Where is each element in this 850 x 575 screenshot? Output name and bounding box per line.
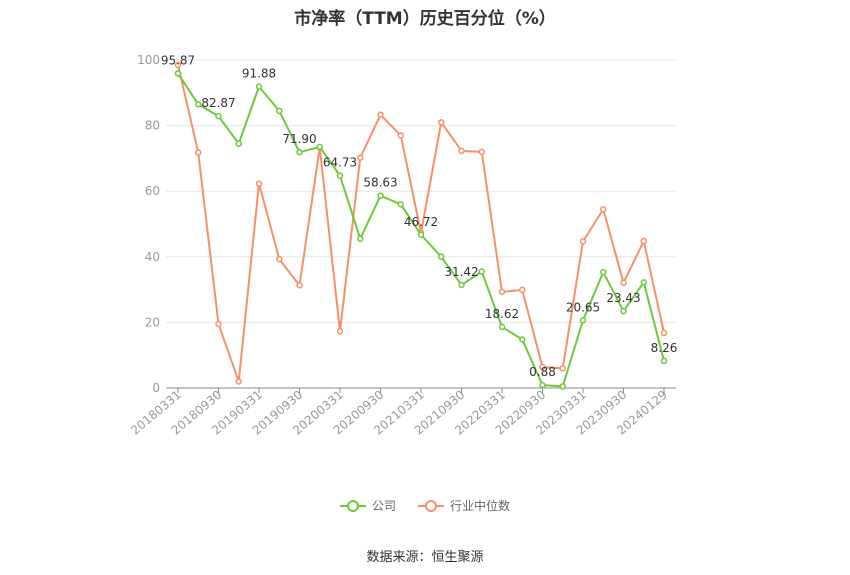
y-tick-label: 60 (145, 184, 160, 198)
legend: 公司 行业中位数 (0, 497, 850, 514)
industry-median-point (296, 282, 303, 289)
legend-item-industry-median[interactable]: 行业中位数 (418, 497, 510, 514)
industry-median-point (276, 255, 283, 263)
company-point (336, 172, 344, 179)
company-point (276, 107, 283, 115)
company-point (235, 140, 242, 147)
company-data-label: 8.26 (651, 341, 678, 355)
company-point (195, 101, 202, 108)
company-point (458, 281, 465, 289)
legend-industry-marker (418, 499, 444, 513)
company-data-label: 95.87 (161, 54, 195, 68)
data-labels: 95.87 82.87 91.88 71.90 64.73 58.63 46.72 31.42… (161, 54, 678, 380)
company-point (498, 323, 506, 331)
company-data-label: 23.43 (606, 291, 640, 305)
industry-median-point (438, 119, 445, 126)
company-point (438, 253, 445, 261)
company-data-label: 0.88 (529, 365, 556, 379)
industry-median-point (397, 132, 404, 139)
company-point (660, 357, 668, 365)
industry-median-point (215, 320, 222, 328)
y-tick-label: 0 (152, 381, 160, 395)
industry-median-point (357, 154, 364, 161)
company-data-label: 71.90 (282, 132, 316, 146)
data-source: 数据来源：恒生聚源 (366, 550, 484, 565)
industry-median-point (660, 329, 668, 337)
industry-median-point (478, 148, 485, 156)
industry-median-point (195, 149, 202, 156)
y-tick-label: 80 (145, 119, 160, 133)
company-point (417, 231, 425, 239)
y-tick-label: 40 (145, 250, 160, 264)
industry-median-point (640, 237, 647, 245)
company-point (579, 317, 587, 324)
y-tick-label: 20 (145, 315, 160, 329)
industry-median-point (377, 111, 384, 119)
industry-median-point (336, 328, 344, 335)
company-point (600, 268, 607, 276)
industry-median-point (458, 147, 465, 155)
legend-company-marker (339, 499, 366, 513)
industry-median-point (255, 180, 263, 187)
industry-median-point (559, 365, 566, 372)
legend-company-label: 公司 (371, 499, 396, 513)
industry-median-point (498, 288, 506, 296)
company-point (519, 336, 526, 343)
company-data-label: 91.88 (242, 67, 276, 81)
company-data-label: 20.65 (566, 300, 600, 314)
industry-median-point (519, 286, 526, 294)
industry-median-point (235, 378, 242, 385)
company-data-label: 18.62 (485, 307, 519, 321)
legend-industry-label: 行业中位数 (450, 499, 511, 513)
y-tick-label: 100 (137, 53, 160, 67)
industry-median-point (600, 205, 607, 213)
company-point (215, 112, 222, 120)
grid-lines (166, 59, 676, 323)
industry-median-point (579, 238, 587, 245)
company-point (296, 148, 303, 156)
company-point (559, 383, 566, 390)
company-point (539, 381, 546, 389)
company-data-label: 82.87 (201, 96, 235, 110)
industry-median-point (539, 363, 546, 371)
company-point (174, 70, 182, 77)
chart-title: 市净率（TTM）历史百分位（%） (294, 9, 556, 29)
company-point (640, 279, 647, 286)
company-point (478, 268, 485, 275)
industry-median-point (174, 61, 182, 69)
legend-item-company[interactable]: 公司 (339, 497, 396, 514)
company-point (255, 83, 263, 90)
industry-median-point (620, 279, 627, 286)
company-point (397, 201, 404, 208)
company-point (357, 235, 364, 243)
company-point (316, 143, 323, 151)
company-point (377, 192, 384, 199)
company-data-label: 31.42 (444, 265, 478, 279)
series-lines (174, 61, 668, 390)
company-data-label: 46.72 (404, 215, 438, 229)
company-point (620, 307, 627, 315)
company-data-label: 58.63 (363, 176, 397, 190)
company-data-label: 64.73 (323, 156, 357, 170)
